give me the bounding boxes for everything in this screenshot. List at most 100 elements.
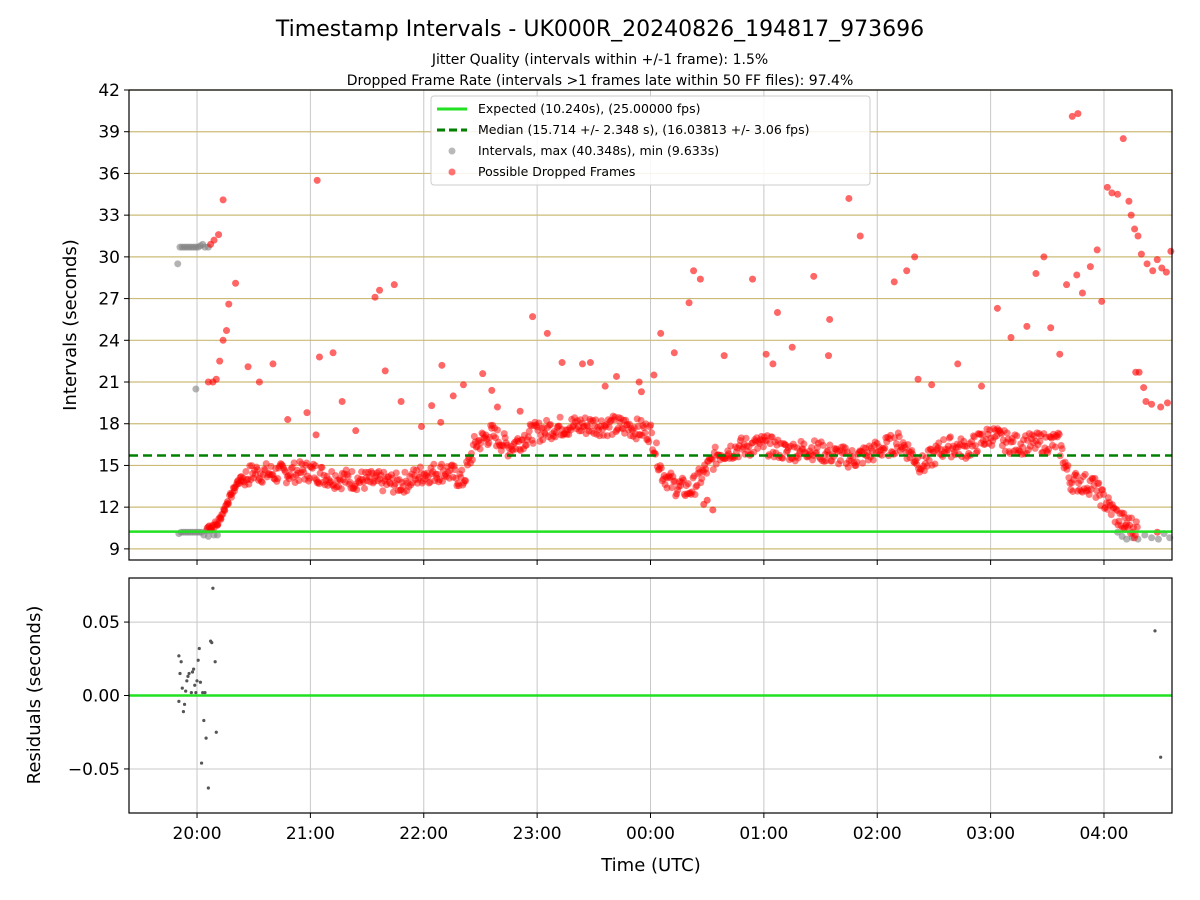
dropped-frame-point — [338, 397, 346, 405]
chart-title: Timestamp Intervals - UK000R_20240826_19… — [275, 17, 924, 42]
dropped-frame-point — [1036, 437, 1044, 445]
dropped-frame-point — [1162, 268, 1170, 276]
dropped-frame-point — [401, 468, 409, 476]
y-tick-label: 9 — [109, 540, 120, 560]
dropped-frame-point — [430, 460, 438, 468]
residual-point — [1153, 629, 1157, 633]
dropped-frame-point — [1163, 399, 1171, 407]
dropped-frame-point — [546, 420, 554, 428]
dropped-frame-point — [1125, 197, 1133, 205]
y-tick-label: 36 — [98, 164, 120, 184]
residual-point — [180, 686, 184, 690]
y-axis-label-intervals: Intervals (seconds) — [60, 239, 81, 411]
residual-point — [186, 674, 190, 679]
x-tick-label: 01:00 — [739, 824, 788, 844]
dropped-frame-point — [237, 473, 245, 481]
residual-point — [190, 670, 195, 674]
legend: Expected (10.240s), (25.00000 fps) Media… — [430, 95, 871, 186]
dropped-frame-point — [558, 359, 566, 367]
dropped-frame-point — [1074, 110, 1082, 118]
dropped-frame-point — [219, 336, 227, 344]
x-tick-label: 20:00 — [173, 824, 222, 844]
dropped-frame-point — [225, 300, 233, 308]
dropped-frame-point — [711, 443, 719, 451]
dropped-frame-point — [216, 357, 224, 365]
dropped-frame-point — [824, 352, 832, 360]
dropped-frame-point — [647, 421, 655, 429]
dropped-frame-point — [940, 436, 948, 444]
dropped-frame-point — [493, 403, 501, 411]
residual-point — [198, 680, 203, 684]
residual-point — [214, 730, 218, 734]
dropped-frame-point — [1073, 472, 1081, 480]
dropped-frame-point — [1064, 462, 1072, 470]
residual-point — [210, 641, 214, 645]
dropped-frame-point — [878, 451, 886, 459]
dropped-frame-point — [371, 293, 379, 301]
dropped-frame-point — [657, 329, 665, 337]
dropped-frame-point — [255, 378, 263, 386]
dropped-frame-point — [451, 466, 459, 474]
dropped-frame-point — [348, 468, 356, 476]
dropped-frame-point — [439, 477, 447, 485]
dropped-frame-point — [1086, 263, 1094, 271]
dropped-frame-point — [217, 514, 225, 522]
residual-point — [202, 718, 206, 723]
residual-point — [211, 586, 215, 590]
dropped-frame-point — [258, 478, 266, 486]
dropped-frame-point — [685, 299, 693, 307]
dropped-frame-point — [274, 474, 282, 482]
dropped-frame-point — [269, 360, 277, 368]
dropped-frame-point — [657, 464, 665, 472]
residual-point — [185, 679, 189, 683]
dropped-frame-point — [890, 278, 898, 286]
y-tick-label: 42 — [98, 81, 120, 101]
dropped-frame-point — [652, 439, 660, 447]
legend-intervals-marker — [448, 147, 456, 155]
dropped-frame-point — [1093, 246, 1101, 254]
dropped-frame-point — [691, 491, 699, 499]
residual-point — [179, 660, 183, 664]
dropped-frame-point — [392, 469, 400, 477]
dropped-frame-point — [1098, 297, 1106, 305]
dropped-frame-point — [337, 485, 345, 493]
dropped-frame-point — [1140, 384, 1148, 392]
dropped-frame-point — [397, 397, 405, 405]
dropped-frame-point — [637, 388, 645, 396]
dropped-frame-point — [800, 440, 808, 448]
y-tick-label: 12 — [98, 498, 120, 518]
x-axis-label: Time (UTC) — [600, 855, 701, 876]
residual-point — [192, 667, 196, 671]
dropped-frame-point — [1003, 429, 1011, 437]
residual-point — [199, 761, 204, 765]
dropped-frame-point — [1149, 267, 1157, 275]
dropped-frame-point — [903, 267, 911, 275]
dropped-frame-point — [313, 176, 321, 184]
residual-point — [178, 671, 182, 676]
dropped-frame-point — [1023, 322, 1031, 330]
dropped-frame-point — [1143, 260, 1151, 268]
interval-point — [204, 532, 212, 540]
residual-point — [204, 736, 208, 740]
dropped-frame-point — [911, 253, 919, 261]
dropped-frame-point — [946, 433, 954, 441]
dropped-frame-point — [709, 506, 717, 514]
dropped-frame-point — [845, 194, 853, 202]
dropped-frame-point — [290, 459, 298, 467]
dropped-frame-point — [449, 392, 457, 400]
legend-median-label: Median (15.714 +/- 2.348 s), (16.03813 +… — [478, 122, 809, 137]
residual-point — [177, 699, 181, 703]
x-tick-label: 02:00 — [853, 824, 902, 844]
dropped-frame-point — [476, 445, 484, 453]
interval-point — [1141, 531, 1149, 539]
legend-dropped-label: Possible Dropped Frames — [478, 164, 635, 179]
legend-expected-label: Expected (10.240s), (25.00000 fps) — [478, 101, 700, 116]
dropped-frame-point — [1063, 281, 1071, 289]
residual-point — [206, 786, 210, 790]
x-tick-label: 03:00 — [966, 824, 1015, 844]
dropped-frame-point — [284, 416, 292, 424]
dropped-frame-point — [1019, 443, 1027, 451]
chart-subtitle-dropped: Dropped Frame Rate (intervals >1 frames … — [347, 73, 854, 89]
y-tick-label: 24 — [98, 331, 120, 351]
intervals-plot-frame — [128, 89, 1173, 561]
